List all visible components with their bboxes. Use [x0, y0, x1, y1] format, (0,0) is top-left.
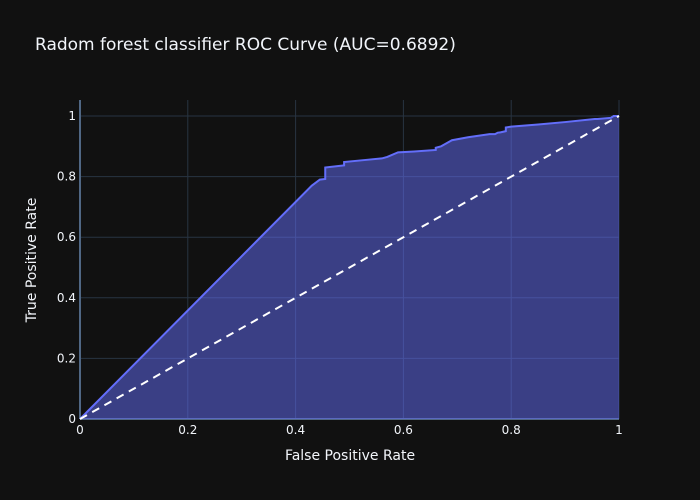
y-tick-label: 0.4 — [57, 291, 76, 305]
x-tick-label: 0 — [76, 423, 84, 437]
y-tick-label: 0.8 — [57, 170, 76, 184]
x-axis-label: False Positive Rate — [285, 448, 415, 464]
axis-layer: 0 0.2 0.4 0.6 0.8 1 0 0.2 0.4 0.6 0.8 1 — [57, 109, 623, 437]
roc-curve-line — [79, 115, 619, 420]
chart-title: Radom forest classifier ROC Curve (AUC=0… — [35, 35, 456, 55]
x-tick-label: 0.8 — [502, 423, 521, 437]
x-tick-label: 0.4 — [286, 423, 305, 437]
x-tick-label: 0.2 — [178, 423, 197, 437]
y-tick-label: 1 — [68, 109, 76, 123]
chance-diagonal-line — [79, 115, 620, 420]
y-axis-label: True Positive Rate — [24, 198, 40, 324]
y-tick-label: 0.2 — [57, 351, 76, 365]
line-layer — [79, 115, 620, 420]
y-tick-label: 0.6 — [57, 230, 76, 244]
y-tick-label: 0 — [68, 412, 76, 426]
x-tick-label: 0.6 — [394, 423, 413, 437]
x-tick-label: 1 — [615, 423, 623, 437]
